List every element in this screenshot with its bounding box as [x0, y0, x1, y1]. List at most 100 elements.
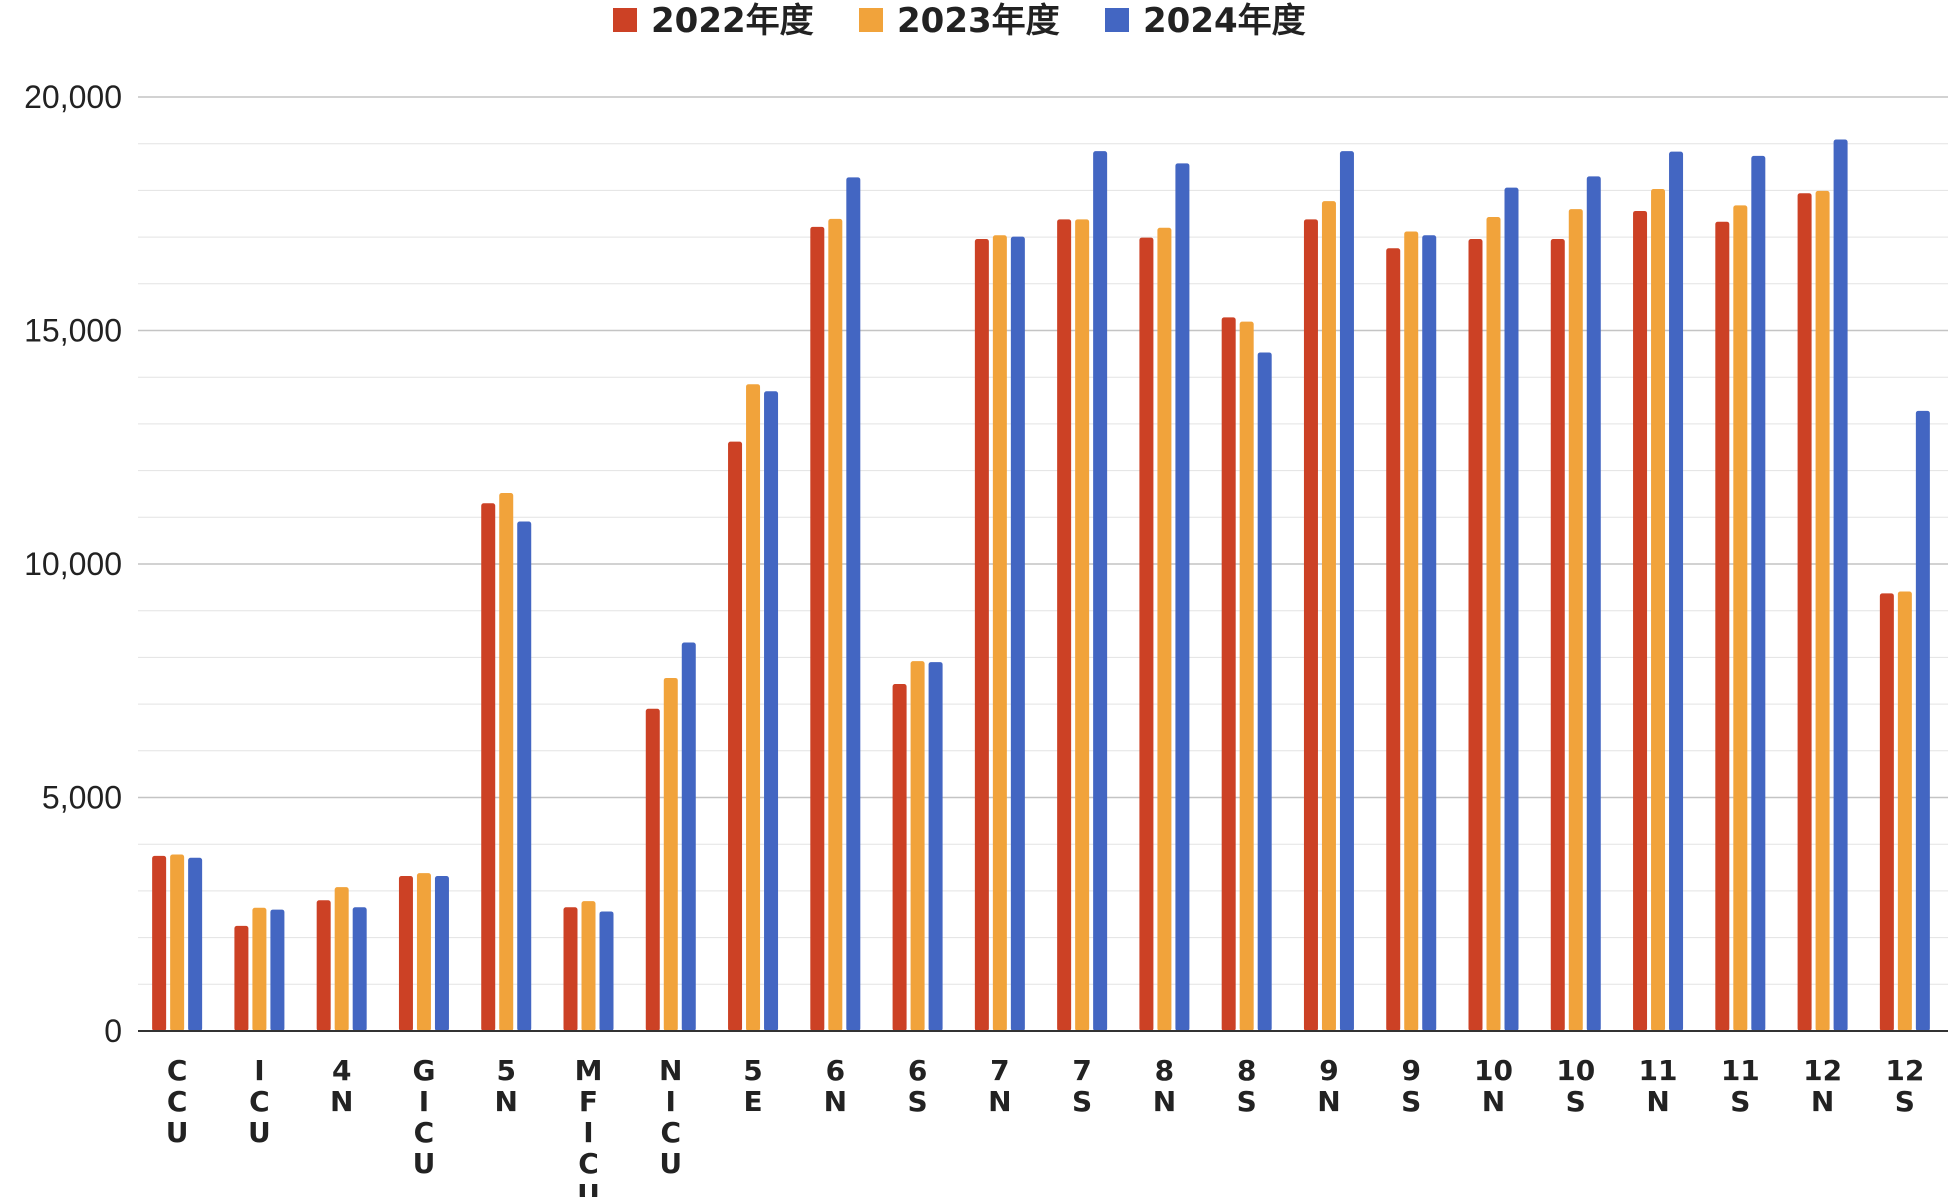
x-tick-label-line: C — [414, 1116, 435, 1149]
x-tick-label-line: N — [1811, 1085, 1834, 1118]
bar-ICU-2024年度 — [270, 909, 285, 1031]
x-tick-label-line: S — [908, 1085, 928, 1118]
bar-NICU-2024年度 — [681, 642, 696, 1031]
x-tick-label-line: E — [743, 1085, 762, 1118]
bar-11S-2022年度 — [1715, 221, 1730, 1032]
legend-label: 2024年度 — [1143, 1, 1306, 41]
x-tick-label-7S: 7S — [1072, 1054, 1092, 1118]
bar-10N-2022年度 — [1468, 238, 1483, 1031]
x-tick-label-6N: 6N — [824, 1054, 847, 1118]
y-tick-label: 10,000 — [24, 546, 122, 582]
x-tick-label-11N: 11N — [1639, 1054, 1678, 1118]
x-tick-label-line: U — [166, 1116, 189, 1149]
bar-4N-2023年度 — [334, 887, 349, 1031]
bar-8N-2022年度 — [1139, 237, 1154, 1031]
x-tick-label-line: N — [1482, 1085, 1505, 1118]
y-tick-label: 0 — [104, 1013, 122, 1049]
bar-5E-2022年度 — [728, 441, 743, 1031]
x-tick-label-CCU: CCU — [166, 1054, 189, 1149]
x-tick-label-4N: 4N — [330, 1054, 353, 1118]
bar-6N-2022年度 — [810, 226, 825, 1032]
x-tick-label-line: 9 — [1319, 1054, 1338, 1087]
x-tick-label-9S: 9S — [1401, 1054, 1421, 1118]
x-tick-label-line: 12 — [1803, 1054, 1842, 1087]
y-tick-label: 5,000 — [42, 780, 122, 816]
x-tick-label-5E: 5E — [743, 1054, 762, 1118]
bar-5E-2023年度 — [746, 384, 761, 1032]
x-tick-label-line: I — [419, 1085, 429, 1118]
bar-6N-2023年度 — [828, 218, 843, 1032]
x-tick-label-line: U — [577, 1178, 600, 1197]
bar-9N-2024年度 — [1339, 151, 1354, 1031]
bar-CCU-2022年度 — [152, 855, 167, 1031]
bar-12N-2024年度 — [1833, 139, 1848, 1031]
bar-7N-2024年度 — [1010, 236, 1025, 1031]
bar-ICU-2023年度 — [252, 907, 267, 1031]
x-tick-label-line: N — [824, 1085, 847, 1118]
legend-item: 2023年度 — [859, 1, 1060, 41]
x-tick-label-line: C — [578, 1147, 599, 1180]
x-tick-label-line: I — [254, 1054, 264, 1087]
bar-GICU-2024年度 — [434, 875, 449, 1031]
bar-5N-2023年度 — [499, 493, 514, 1031]
y-axis-ticks: 0 5,000 10,000 15,000 20,000 — [24, 79, 122, 1049]
x-tick-label-line: 10 — [1556, 1054, 1595, 1087]
x-tick-label-line: 9 — [1401, 1054, 1420, 1087]
legend-label: 2022年度 — [651, 1, 814, 41]
x-tick-label-line: U — [413, 1147, 436, 1180]
bar-5E-2024年度 — [764, 391, 779, 1032]
bar-12S-2022年度 — [1879, 593, 1894, 1031]
bar-11N-2023年度 — [1651, 188, 1666, 1031]
bar-CCU-2023年度 — [170, 854, 185, 1031]
x-tick-label-line: S — [1401, 1085, 1421, 1118]
x-tick-label-ICU: ICU — [248, 1054, 271, 1149]
x-tick-label-line: N — [1153, 1085, 1176, 1118]
x-tick-label-5N: 5N — [495, 1054, 518, 1118]
x-tick-label-8N: 8N — [1153, 1054, 1176, 1118]
x-tick-label-line: 8 — [1237, 1054, 1256, 1087]
bar-7S-2023年度 — [1075, 219, 1090, 1031]
x-tick-label-12N: 12N — [1803, 1054, 1842, 1118]
legend-item: 2022年度 — [613, 1, 814, 41]
x-tick-label-line: N — [1646, 1085, 1669, 1118]
bars — [152, 139, 1930, 1032]
x-tick-label-line: 8 — [1155, 1054, 1174, 1087]
x-tick-label-line: I — [583, 1116, 593, 1149]
x-tick-label-line: N — [495, 1085, 518, 1118]
bar-GICU-2023年度 — [416, 873, 431, 1031]
x-tick-label-line: S — [1072, 1085, 1092, 1118]
x-tick-label-line: U — [248, 1116, 271, 1149]
bar-9N-2023年度 — [1321, 201, 1336, 1032]
x-axis-ticks: CCUICU4NGICU5NMFICUNICU5E6N6S7N7S8N8S9N9… — [166, 1054, 1925, 1197]
bar-10S-2024年度 — [1586, 176, 1601, 1031]
legend: 2022年度 2023年度 2024年度 — [613, 1, 1306, 41]
bar-NICU-2022年度 — [645, 708, 660, 1031]
x-tick-label-11S: 11S — [1721, 1054, 1760, 1118]
x-tick-label-line: G — [412, 1054, 435, 1087]
bar-CCU-2024年度 — [188, 857, 203, 1031]
legend-swatch — [613, 8, 637, 32]
x-tick-label-12S: 12S — [1885, 1054, 1924, 1118]
bar-10S-2022年度 — [1550, 238, 1565, 1031]
x-tick-label-line: 10 — [1474, 1054, 1513, 1087]
x-tick-label-line: U — [659, 1147, 682, 1180]
x-tick-label-line: 12 — [1885, 1054, 1924, 1087]
bar-7S-2024年度 — [1093, 151, 1108, 1031]
bar-5N-2022年度 — [481, 503, 496, 1031]
x-tick-label-line: C — [249, 1085, 270, 1118]
x-tick-label-line: 4 — [332, 1054, 351, 1087]
x-tick-label-line: 11 — [1639, 1054, 1678, 1087]
bar-ICU-2022年度 — [234, 925, 249, 1031]
bar-4N-2024年度 — [352, 907, 367, 1031]
bar-8S-2022年度 — [1221, 317, 1236, 1031]
x-tick-label-line: S — [1895, 1085, 1915, 1118]
x-tick-label-6S: 6S — [908, 1054, 928, 1118]
legend-item: 2024年度 — [1105, 1, 1306, 41]
bar-12S-2024年度 — [1915, 410, 1930, 1032]
bar-12S-2023年度 — [1897, 591, 1912, 1031]
bar-12N-2022年度 — [1797, 193, 1812, 1031]
